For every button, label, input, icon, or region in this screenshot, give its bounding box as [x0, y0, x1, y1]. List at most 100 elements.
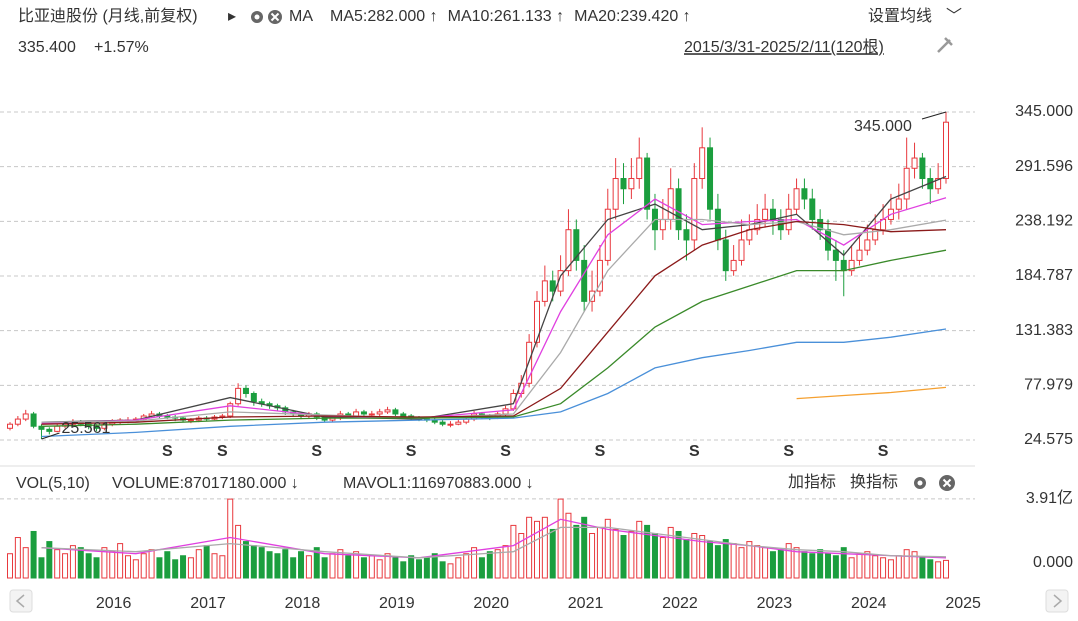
volume-bar: [305, 555, 312, 579]
ma-settings[interactable]: 设置均线: [868, 7, 932, 25]
volume-bar: [581, 516, 588, 579]
x-tick-label: 2025: [945, 595, 981, 612]
ma-line: [41, 526, 947, 559]
candle-body: [227, 403, 234, 417]
candle-body: [903, 167, 910, 200]
candle-body: [93, 425, 100, 429]
volume-bar: [282, 549, 289, 579]
dropdown-caret[interactable]: ﹀: [946, 7, 962, 25]
ma-line: [41, 218, 947, 423]
candle-body: [242, 387, 249, 394]
volume-bar: [164, 551, 171, 579]
ma-line: [41, 249, 947, 427]
scroll-left-arrow: [15, 594, 25, 608]
scroll-right[interactable]: [1045, 589, 1069, 613]
volume-bar: [683, 539, 690, 579]
volume-bar: [486, 551, 493, 579]
volume-bar: [124, 555, 131, 579]
candle-body: [22, 413, 29, 420]
ma-line: [41, 518, 947, 559]
volume-bar: [329, 553, 336, 579]
volume-bar: [935, 561, 942, 579]
x-tick-label: 2024: [851, 595, 887, 612]
candle-body: [447, 423, 454, 426]
volume-bar: [612, 528, 619, 579]
volume-bar: [290, 557, 297, 579]
settings-icons[interactable]: [251, 10, 282, 24]
x-tick-label: 2020: [473, 595, 509, 612]
indicator-name: MA: [289, 8, 313, 25]
candle-body: [675, 188, 682, 231]
volume-bar: [707, 541, 714, 579]
volume-bar: [266, 551, 273, 579]
volume-bar: [345, 555, 352, 579]
volume-bar: [77, 547, 84, 579]
candle-body: [164, 415, 171, 418]
ma-label: MA5:282.000 ↑: [330, 8, 438, 25]
volume-bar: [85, 553, 92, 579]
volume-bar: [368, 555, 375, 579]
volume-bar: [777, 549, 784, 579]
volume-bar: [447, 563, 454, 579]
candle-body: [187, 419, 194, 422]
volume-bar: [360, 557, 367, 579]
candle-body: [730, 259, 737, 272]
volume-bar: [549, 528, 556, 579]
candle-body: [589, 290, 596, 302]
volume-bar: [258, 547, 265, 579]
volume-bar: [659, 537, 666, 579]
annotation-text: 345.000: [854, 118, 912, 135]
switch-indicator[interactable]: 换指标: [850, 473, 898, 491]
vol-icons[interactable]: [914, 475, 955, 491]
y-tick-label: 131.383: [1015, 322, 1073, 339]
volume-bar: [864, 551, 871, 579]
event-marker: S: [689, 443, 700, 460]
pin-icon[interactable]: [937, 37, 953, 53]
ma-line: [41, 197, 947, 424]
candle-body: [541, 280, 548, 302]
candle-body: [864, 239, 871, 251]
x-tick-label: 2023: [757, 595, 793, 612]
volume-bar: [825, 553, 832, 579]
candle-body: [935, 178, 942, 190]
candle-body: [360, 411, 367, 415]
annotation-arrow: [41, 432, 60, 440]
date-range[interactable]: 2015/3/31-2025/2/11(120根): [684, 38, 884, 56]
candle-body: [533, 300, 540, 343]
volume-bar: [180, 555, 187, 579]
event-marker: S: [311, 443, 322, 460]
candle-body: [722, 239, 729, 272]
candle-body: [573, 229, 580, 261]
volume-bar: [636, 520, 643, 579]
volume-bar: [903, 549, 910, 579]
volume-bar: [219, 555, 226, 579]
candle-body: [384, 409, 391, 413]
volume-bar: [533, 520, 540, 579]
mavol-label: MAVOL1:116970883.000 ↓: [343, 475, 534, 492]
volume-bar: [651, 532, 658, 579]
volume-bar: [518, 532, 525, 579]
volume-label: VOLUME:87017180.000 ↓: [112, 475, 299, 492]
volume-bar: [620, 535, 627, 579]
volume-bar: [38, 557, 45, 579]
volume-bar: [321, 557, 328, 579]
candle-body: [848, 259, 855, 272]
caret[interactable]: ▸: [228, 8, 236, 25]
candle-body: [919, 157, 926, 180]
annotation-text: 25.561: [61, 420, 110, 437]
candle-body: [699, 147, 706, 180]
scroll-left[interactable]: [9, 589, 33, 613]
volume-bar: [242, 541, 249, 579]
candle-body: [54, 425, 61, 432]
candle-body: [714, 208, 721, 241]
volume-bar: [848, 557, 855, 579]
candle-body: [250, 392, 257, 403]
volume-bar: [565, 512, 572, 579]
volume-bar: [156, 557, 163, 579]
add-indicator[interactable]: 加指标: [788, 473, 836, 491]
volume-bar: [117, 543, 124, 579]
y-tick-label: 184.787: [1015, 267, 1073, 284]
candle-body: [793, 188, 800, 210]
candle-body: [30, 413, 37, 427]
x-tick-label: 2018: [285, 595, 321, 612]
